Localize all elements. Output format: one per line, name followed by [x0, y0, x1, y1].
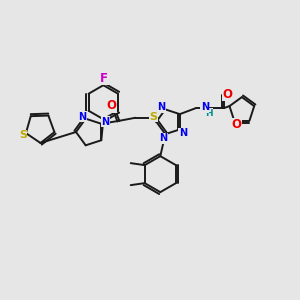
- Text: O: O: [231, 118, 241, 131]
- Text: O: O: [106, 99, 116, 112]
- Text: H: H: [205, 109, 213, 118]
- Text: N: N: [159, 133, 167, 143]
- Text: N: N: [79, 112, 87, 122]
- Text: S: S: [149, 112, 157, 122]
- Text: F: F: [100, 72, 108, 85]
- Text: N: N: [201, 102, 209, 112]
- Text: N: N: [157, 102, 165, 112]
- Text: N: N: [179, 128, 187, 138]
- Text: O: O: [223, 88, 233, 100]
- Text: N: N: [101, 117, 110, 127]
- Text: S: S: [19, 130, 27, 140]
